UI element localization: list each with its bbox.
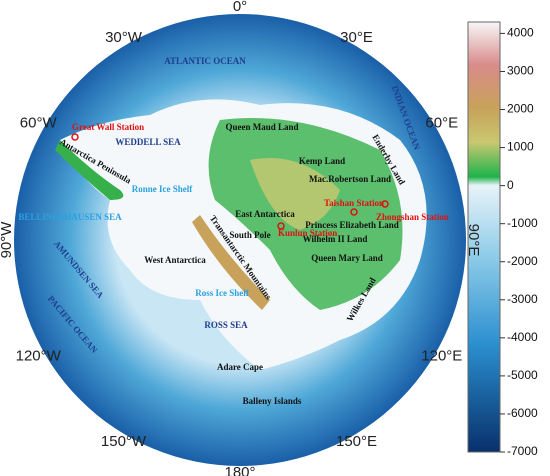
longitude-label: 120°W bbox=[16, 347, 62, 364]
place-label: Adare Cape bbox=[217, 362, 263, 372]
longitude-label: 120°E bbox=[421, 347, 462, 364]
place-label: Balleny Islands bbox=[243, 396, 302, 406]
colorbar-tick-label: -3000 bbox=[507, 292, 538, 306]
station-label: Great Wall Station bbox=[72, 122, 144, 132]
place-label: BELLINGSHAUSEN SEA bbox=[18, 212, 122, 222]
colorbar-tick-label: -2000 bbox=[507, 254, 538, 268]
longitude-label: 60°E bbox=[425, 114, 458, 131]
place-label: Princess Elizabeth Land bbox=[305, 220, 399, 230]
place-label: Ronne Ice Shelf bbox=[132, 184, 194, 194]
colorbar-tick-label: -6000 bbox=[507, 406, 538, 420]
station-label: Kunlun Station bbox=[278, 228, 337, 238]
place-label: South Pole bbox=[229, 230, 270, 240]
place-label: Wilhelm II Land bbox=[303, 234, 368, 244]
longitude-label: 60°W bbox=[20, 114, 58, 131]
place-label: East Antarctica bbox=[235, 209, 295, 219]
station-label: Taishan Station bbox=[324, 198, 384, 208]
colorbar-tick-label: -4000 bbox=[507, 330, 538, 344]
place-label: Mac.Robertson Land bbox=[309, 174, 391, 184]
colorbar-tick-label: -7000 bbox=[507, 444, 538, 458]
station-marker bbox=[381, 200, 389, 208]
colorbar bbox=[467, 21, 501, 453]
station-label: Zhongshan Station bbox=[376, 212, 449, 222]
place-label: Kemp Land bbox=[299, 156, 345, 166]
place-label: Queen Maud Land bbox=[225, 122, 298, 132]
place-label: ATLANTIC OCEAN bbox=[164, 56, 246, 66]
colorbar-tick-label: 0 bbox=[507, 178, 514, 192]
peninsula bbox=[55, 140, 124, 200]
longitude-label: 90°W bbox=[0, 221, 15, 259]
colorbar-tick-label: 4000 bbox=[507, 26, 534, 40]
place-label: WEDDELL SEA bbox=[115, 137, 181, 147]
longitude-label: 30°E bbox=[340, 29, 373, 46]
mountains bbox=[192, 215, 270, 310]
station-marker bbox=[71, 133, 79, 141]
longitude-label: 30°W bbox=[105, 29, 143, 46]
place-label: Ross Ice Shelf bbox=[195, 288, 250, 298]
longitude-label: 90°E bbox=[465, 224, 482, 257]
longitude-label: 150°E bbox=[336, 433, 377, 450]
place-label: Queen Mary Land bbox=[311, 253, 383, 263]
colorbar-tick-label: -5000 bbox=[507, 368, 538, 382]
highland bbox=[250, 158, 340, 230]
colorbar-tick-label: 3000 bbox=[507, 64, 534, 78]
longitude-label: 180° bbox=[224, 464, 255, 476]
colorbar-tick-label: 1000 bbox=[507, 140, 534, 154]
place-label: ROSS SEA bbox=[204, 320, 248, 330]
colorbar-tick-label: -1000 bbox=[507, 216, 538, 230]
longitude-label: 0° bbox=[233, 0, 247, 15]
colorbar-tick-label: 2000 bbox=[507, 102, 534, 116]
station-marker bbox=[277, 222, 285, 230]
station-marker bbox=[350, 208, 358, 216]
longitude-label: 150°W bbox=[101, 433, 147, 450]
place-label: West Antarctica bbox=[144, 255, 206, 265]
